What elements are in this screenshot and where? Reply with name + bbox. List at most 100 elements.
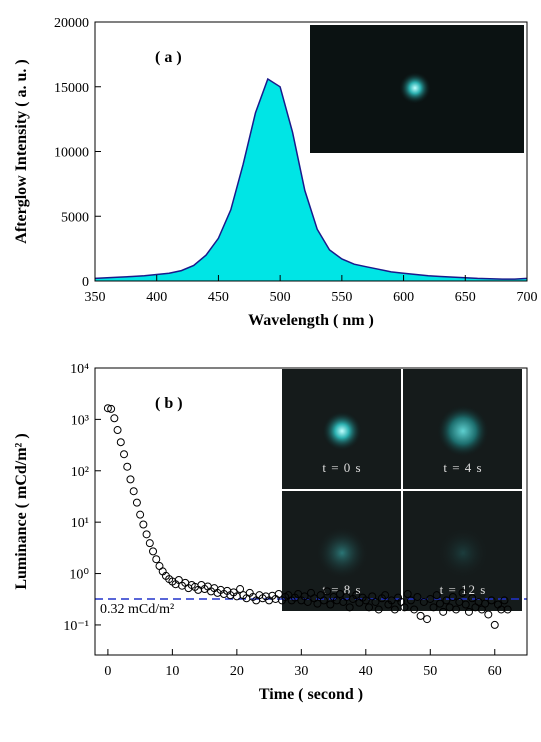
y-tick-label: 20000	[54, 16, 89, 31]
x-tick-label: 350	[85, 290, 106, 305]
point	[464, 607, 473, 616]
point	[503, 605, 512, 614]
point	[345, 603, 354, 612]
point	[484, 610, 493, 619]
x-tick-label: 500	[270, 290, 291, 305]
point	[152, 555, 161, 564]
y-tick-label: 10²	[71, 465, 89, 480]
plot-frame	[94, 367, 528, 656]
inset-label: t = 0 s	[322, 460, 361, 475]
x-tick-label: 40	[359, 664, 373, 679]
area-outline	[94, 77, 528, 280]
point	[374, 605, 383, 614]
inset-glow	[322, 411, 362, 451]
x-tick-label: 700	[517, 290, 538, 305]
point	[319, 596, 328, 605]
x-tick-label: 400	[146, 290, 167, 305]
y-tick-label: 10⁻¹	[63, 619, 89, 634]
y-tick-label: 15000	[54, 81, 89, 96]
y-tick-label: 10⁴	[70, 362, 89, 377]
point	[500, 596, 509, 605]
point	[419, 597, 428, 606]
y-tick-label: 10000	[54, 146, 89, 161]
inset-label: t = 8 s	[322, 582, 361, 597]
point	[481, 599, 490, 608]
x-tick-label: 600	[393, 290, 414, 305]
y-axis-label: Afterglow Intensity ( a. u. )	[13, 59, 30, 243]
x-tick-label: 20	[230, 664, 244, 679]
point	[110, 414, 119, 423]
point	[139, 520, 148, 529]
panel-label: ( b )	[155, 395, 183, 412]
point	[126, 475, 135, 484]
point	[336, 589, 345, 598]
x-tick-label: 650	[455, 290, 476, 305]
inset-glow	[399, 72, 431, 104]
point	[416, 611, 425, 620]
point	[120, 450, 129, 459]
point	[381, 591, 390, 600]
point	[410, 605, 419, 614]
point	[313, 599, 322, 608]
point	[323, 587, 332, 596]
point	[487, 596, 496, 605]
area	[95, 79, 527, 281]
point	[107, 404, 116, 413]
point	[132, 498, 141, 507]
point	[365, 603, 374, 612]
point	[326, 600, 335, 609]
point	[129, 487, 138, 496]
x-tick-label: 30	[294, 664, 308, 679]
x-tick-label: 0	[104, 664, 111, 679]
point	[400, 603, 409, 612]
point	[103, 404, 112, 413]
point	[123, 462, 132, 471]
point	[429, 603, 438, 612]
point	[116, 438, 125, 447]
point	[461, 600, 470, 609]
point	[413, 592, 422, 601]
point	[371, 597, 380, 606]
point	[423, 615, 432, 624]
point	[448, 592, 457, 601]
point	[274, 589, 283, 598]
point	[387, 596, 396, 605]
point	[236, 585, 245, 594]
point	[149, 547, 158, 556]
point	[490, 620, 499, 629]
point	[468, 594, 477, 603]
point	[361, 596, 370, 605]
panel-a: 350 400 450 500 550 600 650 700 0 5000 10000 15000 2…	[13, 16, 538, 329]
point	[136, 510, 145, 519]
x-tick-label: 50	[423, 664, 437, 679]
panel-label: ( a )	[155, 49, 182, 66]
point	[435, 599, 444, 608]
inset-glow	[316, 527, 368, 579]
point	[442, 596, 451, 605]
y-tick-label: 5000	[61, 210, 89, 225]
inset-label: t = 4 s	[443, 460, 482, 475]
x-axis-label: Wavelength ( nm )	[248, 312, 374, 329]
y-tick-label: 10¹	[71, 516, 89, 531]
point	[406, 596, 415, 605]
reference-label: 0.32 mCd/m²	[100, 602, 174, 617]
x-tick-label: 450	[208, 290, 229, 305]
y-tick-label: 10⁰	[69, 568, 89, 583]
point	[458, 588, 467, 597]
x-tick-label: 60	[488, 664, 502, 679]
point	[113, 426, 122, 435]
point	[452, 605, 461, 614]
y-axis-label: Luminance ( mCd/m² )	[13, 433, 30, 589]
point	[403, 589, 412, 598]
point	[497, 605, 506, 614]
point	[303, 597, 312, 606]
point	[390, 605, 399, 614]
x-tick-label: 550	[331, 290, 352, 305]
y-tick-label: 10³	[71, 413, 89, 428]
point	[439, 607, 448, 616]
point	[142, 530, 151, 539]
inset-glow	[437, 527, 489, 579]
